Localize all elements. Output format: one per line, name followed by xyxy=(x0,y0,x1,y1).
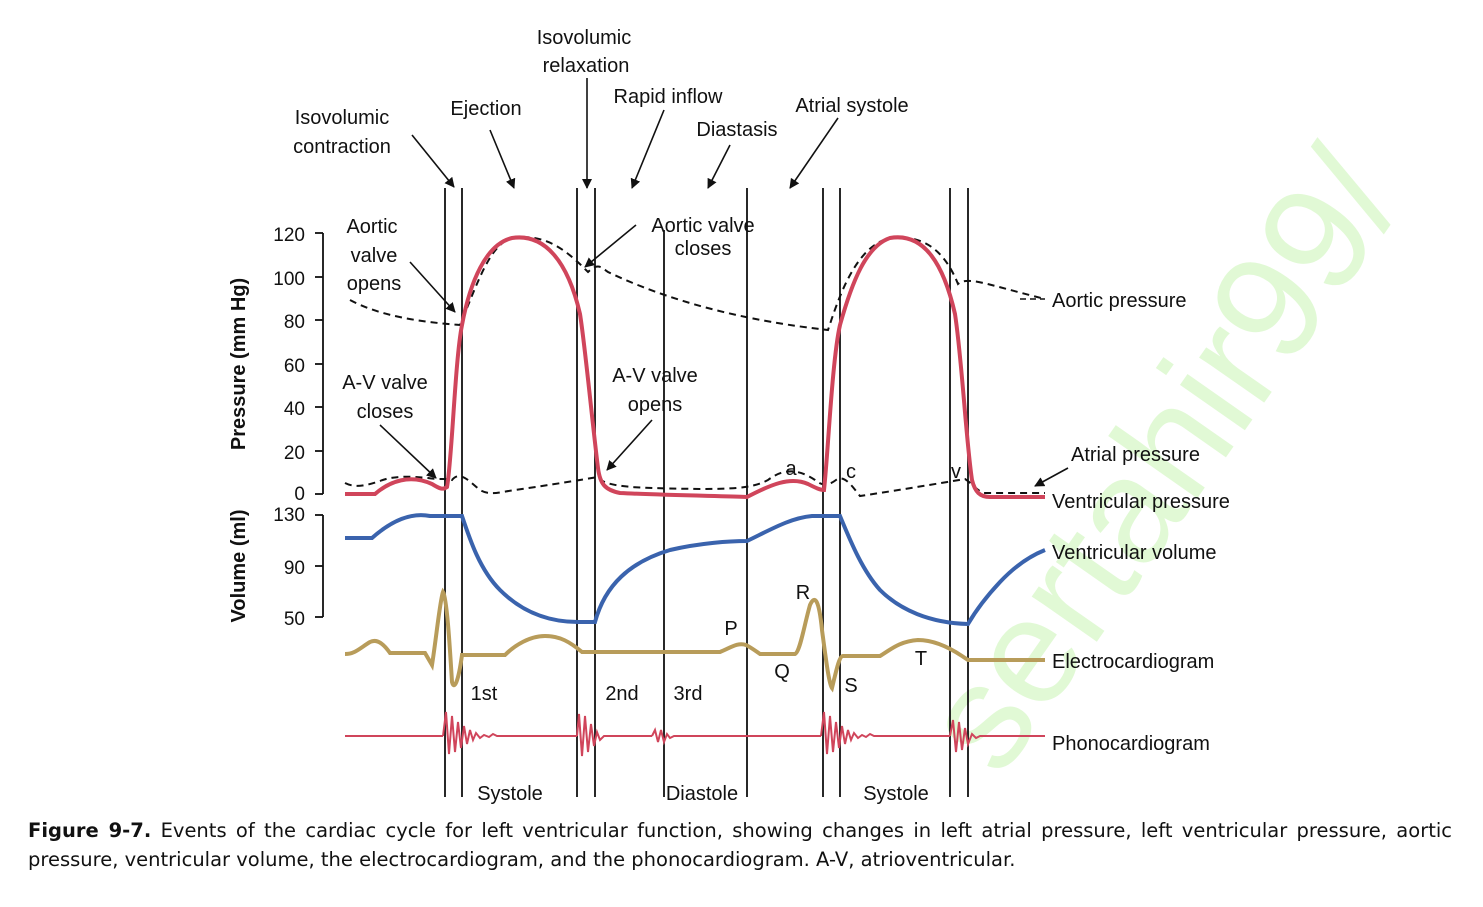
systole-label: Systole xyxy=(863,783,929,805)
isovolumic-relaxation-label: relaxation xyxy=(543,55,630,77)
electrocardiogram-label: Electrocardiogram xyxy=(1052,651,1214,673)
ecg-t-label: T xyxy=(915,648,927,670)
heart-sound-1st-label: 1st xyxy=(471,683,498,705)
pressure-tick-label: 80 xyxy=(284,312,305,333)
aortic-valve-closes-label: Aortic valve xyxy=(651,215,754,237)
av-valve-closes-label: A-V valve xyxy=(342,372,428,394)
ecg-s-label: S xyxy=(844,675,857,697)
ecg-q-label: Q xyxy=(774,661,790,683)
atrial-wave-c-label: c xyxy=(846,461,856,483)
atrial-pressure-label: Atrial pressure xyxy=(1071,444,1200,466)
aortic-pressure-label: Aortic pressure xyxy=(1052,290,1187,312)
phonocardiogram-trace xyxy=(345,711,1045,757)
label-arrows xyxy=(379,78,1069,487)
volume-axis-title: Volume (ml) xyxy=(228,510,250,623)
pressure-tick-label: 120 xyxy=(273,225,305,246)
ejection-label: Ejection xyxy=(450,98,521,120)
pressure-tick-label: 40 xyxy=(284,399,305,420)
pressure-axis xyxy=(315,232,324,495)
volume-tick-label: 50 xyxy=(284,609,305,630)
aortic-pressure-curve xyxy=(349,236,1046,332)
av-valve-opens-label: A-V valve xyxy=(612,365,698,387)
ecg-p-label: P xyxy=(724,618,737,640)
volume-axis xyxy=(315,514,324,618)
figure-caption: Figure 9-7. Events of the cardiac cycle … xyxy=(28,816,1452,874)
isovolumic-relaxation-label: Isovolumic xyxy=(537,27,631,49)
aortic-valve-opens-label: Aortic xyxy=(346,216,397,238)
aortic-valve-opens-label: opens xyxy=(347,273,402,295)
av-valve-closes-label: closes xyxy=(357,401,414,423)
figure-number: Figure 9-7. xyxy=(28,819,152,842)
ventricular-pressure-label: Ventricular pressure xyxy=(1052,491,1230,513)
isovolumic-contraction-label: contraction xyxy=(293,136,391,158)
ventricular-volume-label: Ventricular volume xyxy=(1052,542,1217,564)
diastasis-label: Diastasis xyxy=(696,119,777,141)
phonocardiogram-label: Phonocardiogram xyxy=(1052,733,1210,755)
pressure-axis-title: Pressure (mm Hg) xyxy=(228,278,250,450)
aortic-valve-opens-label: valve xyxy=(351,245,398,267)
volume-tick-label: 130 xyxy=(273,505,305,526)
pressure-tick-label: 60 xyxy=(284,356,305,377)
heart-sound-2nd-label: 2nd xyxy=(605,683,638,705)
caption-text: Events of the cardiac cycle for left ven… xyxy=(28,819,1452,871)
rapid-inflow-label: Rapid inflow xyxy=(614,86,724,108)
isovolumic-contraction-label: Isovolumic xyxy=(295,107,389,129)
atrial-wave-v-label: v xyxy=(951,461,961,483)
aortic-valve-closes-label: closes xyxy=(675,238,732,260)
systole-label: Systole xyxy=(477,783,543,805)
phase-lines xyxy=(444,188,969,797)
ventricular-volume-curve xyxy=(345,513,1046,627)
ventricular-pressure-curve xyxy=(345,235,1045,500)
ecg-trace xyxy=(344,587,1045,693)
pressure-tick-label: 100 xyxy=(273,269,305,290)
pressure-tick-label: 0 xyxy=(294,484,305,505)
heart-sound-3rd-label: 3rd xyxy=(674,683,703,705)
atrial-pressure-curve xyxy=(344,470,1045,498)
av-valve-opens-label: opens xyxy=(628,394,683,416)
volume-tick-label: 90 xyxy=(284,558,305,579)
atrial-systole-label: Atrial systole xyxy=(795,95,908,117)
ecg-r-label: R xyxy=(796,582,810,604)
pressure-tick-label: 20 xyxy=(284,443,305,464)
diastole-label: Diastole xyxy=(666,783,738,805)
atrial-wave-a-label: a xyxy=(785,458,797,480)
